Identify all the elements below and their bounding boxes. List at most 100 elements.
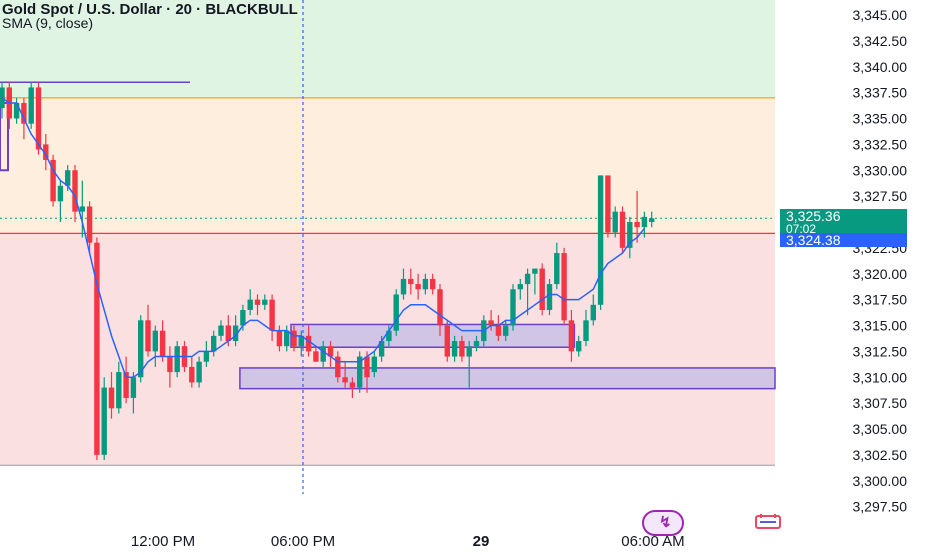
candle-body[interactable] (466, 346, 472, 357)
candle-body[interactable] (349, 382, 356, 388)
y-tick-label: 3,315.00 (853, 318, 908, 334)
candle-body[interactable] (43, 144, 49, 160)
candle-body[interactable] (94, 242, 100, 455)
candle-body[interactable] (539, 268, 545, 310)
candle-body[interactable] (86, 206, 93, 243)
candle-body[interactable] (524, 273, 531, 285)
candle-body[interactable] (430, 278, 436, 290)
candle-body[interactable] (291, 330, 297, 347)
candle-body[interactable] (576, 341, 582, 352)
candle-body[interactable] (451, 341, 458, 357)
candle-body[interactable] (627, 222, 633, 248)
candle-body[interactable] (495, 325, 502, 336)
candle-body[interactable] (488, 320, 494, 326)
candle-body[interactable] (13, 102, 20, 119)
candle-body[interactable] (101, 387, 107, 455)
candle-body[interactable] (619, 211, 626, 248)
candle-body[interactable] (79, 206, 85, 212)
candle-body[interactable] (225, 325, 231, 342)
candle-body[interactable] (218, 325, 224, 336)
candle-body[interactable] (138, 320, 144, 378)
candle-body[interactable] (35, 87, 42, 150)
price-axis[interactable] (780, 0, 932, 550)
candle-body[interactable] (108, 387, 115, 409)
candle-body[interactable] (357, 356, 363, 388)
sma-line[interactable] (1, 97, 645, 378)
candle-body[interactable] (240, 309, 246, 326)
candle-body[interactable] (415, 284, 421, 290)
candle-body[interactable] (123, 372, 129, 398)
candle-body[interactable] (262, 299, 268, 305)
candle-body[interactable] (254, 299, 261, 305)
candle-body[interactable] (313, 351, 319, 362)
x-tick-label: 12:00 PM (131, 533, 195, 550)
lightning-icon[interactable]: ↯ (642, 510, 684, 536)
candle-body[interactable] (400, 278, 407, 295)
candle-body[interactable] (21, 102, 27, 124)
candle-body[interactable] (546, 284, 553, 310)
candle-body[interactable] (284, 330, 290, 347)
range-box[interactable] (290, 323, 576, 348)
candle-body[interactable] (517, 284, 523, 290)
candle-body[interactable] (335, 356, 341, 378)
calendar-icon[interactable] (755, 513, 781, 529)
candle-body[interactable] (320, 346, 326, 362)
candle-body[interactable] (196, 361, 202, 383)
candle-body[interactable] (561, 253, 567, 321)
candle-body[interactable] (65, 170, 71, 186)
candle-body[interactable] (305, 335, 312, 352)
candle-body[interactable] (503, 325, 509, 336)
candle-body[interactable] (342, 377, 348, 383)
candle-body[interactable] (459, 341, 465, 357)
candle-body[interactable] (408, 278, 414, 285)
candle-body[interactable] (145, 320, 151, 352)
candle-body[interactable] (276, 330, 283, 347)
candle-body[interactable] (57, 185, 64, 202)
candle-body[interactable] (269, 299, 275, 331)
candle-body[interactable] (72, 170, 78, 212)
candle-body[interactable] (568, 320, 575, 352)
candle-body[interactable] (437, 289, 443, 326)
candle-body[interactable] (422, 278, 429, 290)
range-box[interactable] (239, 367, 776, 390)
candle-body[interactable] (590, 304, 596, 321)
candle-body[interactable] (174, 346, 180, 373)
candle-body[interactable] (247, 299, 253, 310)
candle-body[interactable] (378, 341, 385, 357)
candle-body[interactable] (554, 253, 560, 285)
candle-body[interactable] (364, 356, 370, 378)
candle-body[interactable] (641, 216, 648, 228)
y-tick-label: 3,332.50 (853, 136, 908, 152)
candle-body[interactable] (159, 330, 166, 357)
candle-body[interactable] (612, 211, 618, 233)
candle-body[interactable] (152, 330, 158, 352)
candle-body[interactable] (583, 320, 589, 342)
candle-body[interactable] (444, 325, 450, 357)
candle-body[interactable] (327, 346, 334, 357)
candle-body[interactable] (167, 356, 173, 373)
candle-body[interactable] (605, 175, 611, 233)
candle-body[interactable] (510, 289, 516, 326)
candle-body[interactable] (211, 335, 217, 352)
candle-body[interactable] (649, 218, 655, 222)
y-tick-label: 3,320.00 (853, 266, 908, 282)
candle-body[interactable] (532, 268, 538, 274)
candle-body[interactable] (116, 372, 122, 409)
candle-body[interactable] (130, 377, 137, 398)
candle-body[interactable] (597, 175, 604, 305)
candle-body[interactable] (28, 87, 34, 124)
candle-body[interactable] (473, 341, 480, 347)
candle-body[interactable] (298, 335, 304, 347)
last-price-tag: 3,325.36 (780, 209, 907, 224)
candle-body[interactable] (393, 294, 399, 331)
y-tick-label: 3,327.50 (853, 188, 908, 204)
candle-body[interactable] (50, 159, 56, 202)
candle-body[interactable] (634, 222, 640, 228)
candle-body[interactable] (189, 366, 195, 383)
candle-body[interactable] (386, 330, 392, 342)
candle-body[interactable] (371, 356, 377, 373)
candle-body[interactable] (232, 325, 239, 342)
candle-body[interactable] (203, 351, 210, 362)
